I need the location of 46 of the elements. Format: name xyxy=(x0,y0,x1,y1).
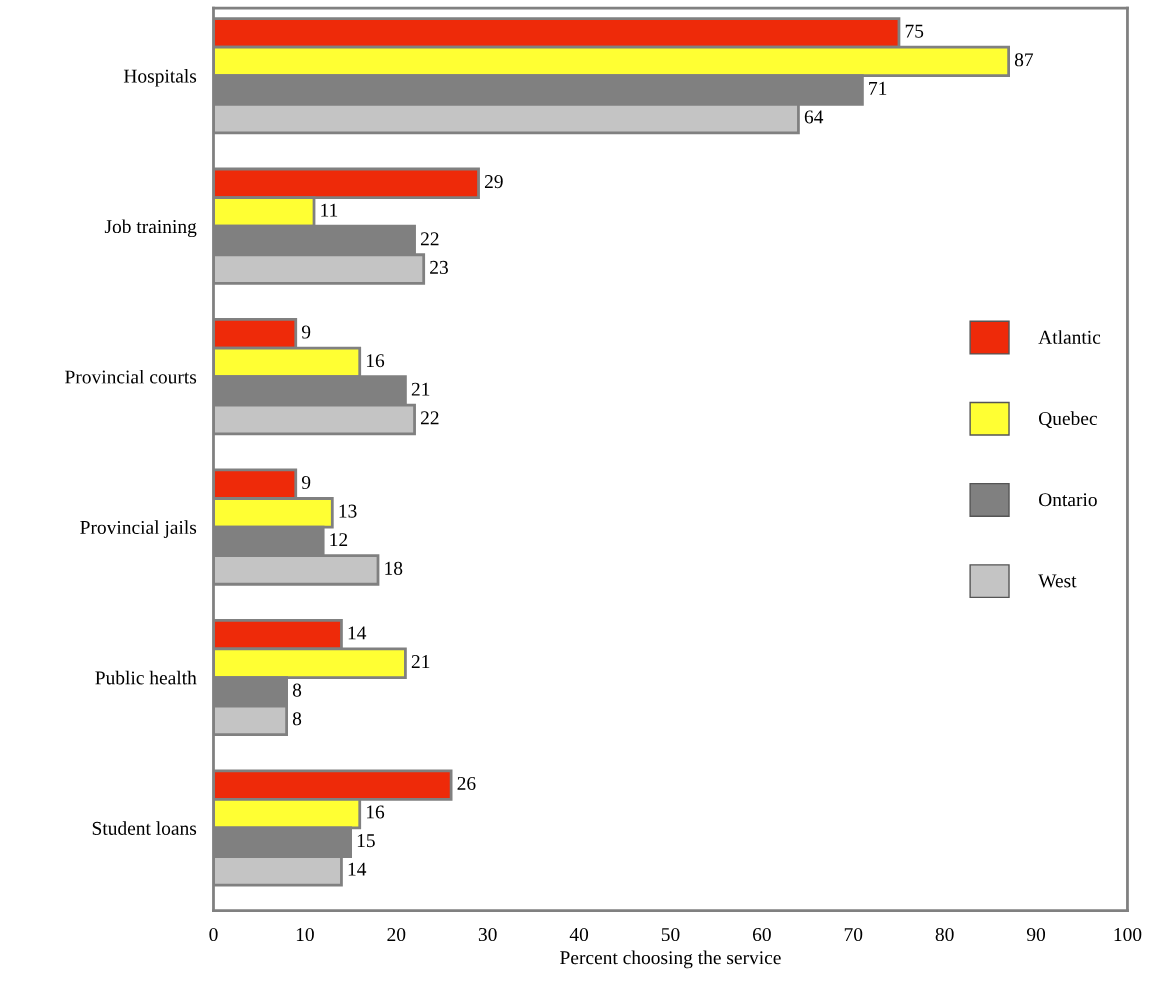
legend-label: Ontario xyxy=(1038,493,1097,507)
x-tick-label: 60 xyxy=(752,927,771,942)
x-tick-label: 30 xyxy=(478,927,497,942)
data-label: 16 xyxy=(366,354,385,368)
data-label: 8 xyxy=(292,712,302,726)
data-label: 64 xyxy=(804,110,824,124)
x-tick-label: 100 xyxy=(1114,927,1142,942)
data-label: 11 xyxy=(321,203,338,217)
data-label: 18 xyxy=(385,561,403,575)
data-label: 12 xyxy=(330,533,348,547)
x-tick-label: 90 xyxy=(1026,927,1046,942)
x-tick-label: 70 xyxy=(844,927,863,942)
data-label: 23 xyxy=(430,260,448,274)
data-label: 21 xyxy=(411,655,430,668)
x-tick-label: 20 xyxy=(387,927,406,942)
legend-label: Quebec xyxy=(1038,411,1097,429)
data-label: 9 xyxy=(301,325,311,339)
data-label: 13 xyxy=(339,504,357,518)
data-label: 22 xyxy=(420,232,439,246)
y-tick-label: Public health xyxy=(95,670,197,685)
data-label: 87 xyxy=(1014,53,1034,67)
x-tick-label: 40 xyxy=(569,927,589,942)
x-axis-title: Percent choosing the service xyxy=(560,950,781,969)
y-tick-label: Student loans xyxy=(92,821,197,835)
x-tick-label: 50 xyxy=(661,927,680,942)
data-label: 71 xyxy=(869,81,887,95)
data-label: 26 xyxy=(457,776,476,790)
data-label: 21 xyxy=(411,382,430,396)
y-tick-label: Job training xyxy=(104,219,197,238)
y-tick-label: Provincial jails xyxy=(80,520,197,538)
y-tick-label: Provincial courts xyxy=(65,369,197,384)
y-tick-label: Hospitals xyxy=(123,68,197,87)
data-label: 9 xyxy=(301,476,311,490)
x-tick-label: 80 xyxy=(935,927,954,942)
legend-label: Atlantic xyxy=(1038,330,1101,344)
data-label: 29 xyxy=(484,175,503,189)
data-label: 14 xyxy=(348,626,367,640)
data-label: 22 xyxy=(420,411,439,425)
data-label: 16 xyxy=(366,805,385,819)
data-label: 75 xyxy=(905,24,924,38)
data-label: 14 xyxy=(348,862,367,876)
x-tick-label: 10 xyxy=(296,927,314,942)
data-label: 15 xyxy=(357,834,375,848)
legend-label: West xyxy=(1038,574,1077,588)
x-tick-label: 0 xyxy=(209,927,218,942)
data-label: 8 xyxy=(292,683,302,697)
